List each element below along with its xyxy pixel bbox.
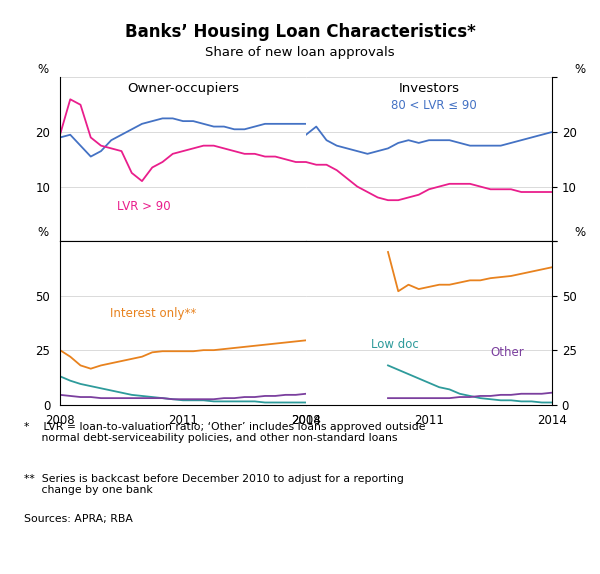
Text: LVR > 90: LVR > 90 (116, 200, 170, 213)
Text: %: % (38, 63, 49, 76)
Text: *    LVR = loan-to-valuation ratio; ‘Other’ includes loans approved outside
    : * LVR = loan-to-valuation ratio; ‘Other’… (24, 422, 425, 444)
Text: Other: Other (491, 346, 524, 359)
Text: Owner-occupiers: Owner-occupiers (127, 83, 239, 95)
Text: Interest only**: Interest only** (110, 307, 197, 320)
Text: Low doc: Low doc (371, 338, 418, 351)
Text: %: % (574, 63, 585, 76)
Text: %: % (38, 227, 49, 239)
Text: 80 < LVR ≤ 90: 80 < LVR ≤ 90 (391, 99, 477, 112)
Text: Investors: Investors (398, 83, 460, 95)
Text: Banks’ Housing Loan Characteristics*: Banks’ Housing Loan Characteristics* (125, 23, 475, 41)
Text: **  Series is backcast before December 2010 to adjust for a reporting
     chang: ** Series is backcast before December 20… (24, 474, 404, 495)
Text: %: % (574, 227, 585, 239)
Text: Sources: APRA; RBA: Sources: APRA; RBA (24, 514, 133, 523)
Text: Share of new loan approvals: Share of new loan approvals (205, 46, 395, 59)
